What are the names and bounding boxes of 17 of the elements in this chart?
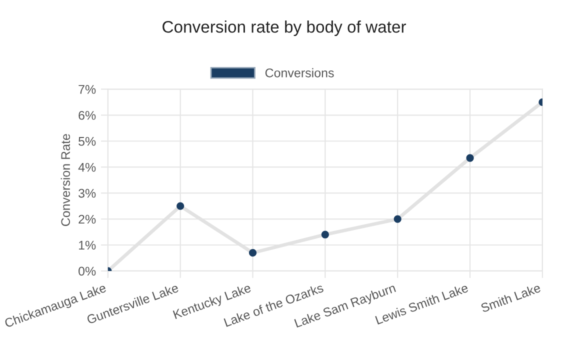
chart-title: Conversion rate by body of water [162,20,406,36]
y-tick-label: 1% [79,240,96,250]
point [248,248,257,257]
y-tick-label: 2% [78,214,96,224]
legend-label: Conversions [265,68,334,78]
y-tick-label: 4% [78,162,96,172]
point [466,154,474,162]
point [394,215,402,223]
y-tick-label: 0% [78,266,96,276]
y-axis-title: Conversion Rate [60,134,70,226]
x-tick-label: Smith Lake [480,282,542,313]
point [176,202,184,210]
y-tick-label: 6% [78,110,96,120]
y-tick-label: 7% [78,85,96,94]
y-tick-label: 3% [78,188,96,198]
point [321,230,329,238]
y-tick-label: 5% [78,136,96,146]
